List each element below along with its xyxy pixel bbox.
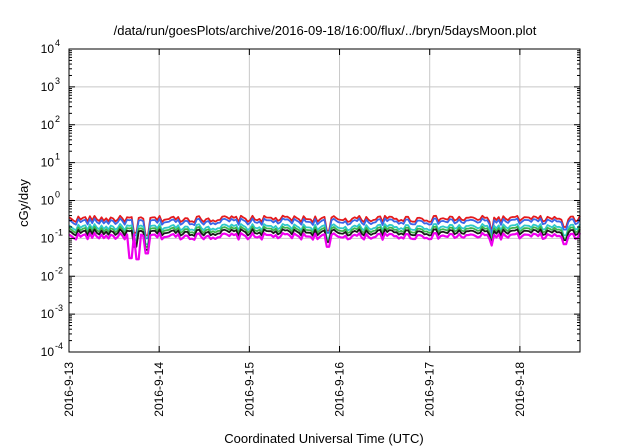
chart-title: /data/run/goesPlots/archive/2016-09-18/1… [114, 23, 537, 38]
y-tick-label: 10 -4 [41, 341, 63, 359]
y-tick-base: 10 [41, 194, 55, 208]
y-tick-label: 10 0 [41, 190, 60, 208]
y-tick-label: 10 2 [41, 114, 60, 132]
y-tick-base: 10 [41, 307, 55, 321]
y-tick-exponent: 0 [55, 190, 60, 200]
y-tick-base: 10 [41, 231, 55, 245]
y-tick-exponent: -4 [55, 341, 63, 351]
series-line [68, 214, 581, 237]
x-axis-label: Coordinated Universal Time (UTC) [224, 431, 423, 446]
x-tick-label: 2016-9-13 [62, 362, 76, 417]
x-tick-label: 2016-9-14 [152, 362, 166, 417]
series-line [68, 225, 581, 248]
x-tick-label: 2016-9-16 [333, 362, 347, 417]
x-tick-layer: 2016-9-13 2016-9-14 2016-9-15 2016-9-16 2016… [62, 49, 527, 417]
y-tick-label: 10 1 [41, 152, 60, 170]
y-tick-exponent: 1 [55, 152, 60, 162]
y-tick-base: 10 [41, 345, 55, 359]
y-tick-base: 10 [41, 269, 55, 283]
x-tick-label: 2016-9-18 [513, 362, 527, 417]
y-tick-exponent: 3 [55, 76, 60, 86]
y-tick-base: 10 [41, 118, 55, 132]
y-tick-exponent: -1 [55, 227, 63, 237]
y-tick-exponent: -3 [55, 303, 63, 313]
series-line [68, 232, 581, 261]
series-line [68, 228, 581, 251]
y-tick-label: 10 3 [41, 76, 60, 94]
y-tick-base: 10 [41, 42, 55, 56]
y-tick-label: 10 -1 [41, 227, 63, 245]
y-tick-label: 10 -3 [41, 303, 63, 321]
y-tick-label: 10 -2 [41, 265, 63, 283]
series-line [68, 217, 581, 240]
y-tick-exponent: 2 [55, 114, 60, 124]
y-tick-exponent: -2 [55, 265, 63, 275]
x-tick-label: 2016-9-15 [242, 362, 256, 417]
series-layer [68, 214, 581, 261]
y-tick-base: 10 [41, 80, 55, 94]
y-tick-base: 10 [41, 156, 55, 170]
x-tick-label: 2016-9-17 [423, 362, 437, 417]
y-tick-exponent: 4 [55, 38, 60, 48]
series-line [68, 223, 581, 246]
y-axis-label: cGy/day [16, 179, 31, 227]
y-tick-label: 10 4 [41, 38, 60, 56]
